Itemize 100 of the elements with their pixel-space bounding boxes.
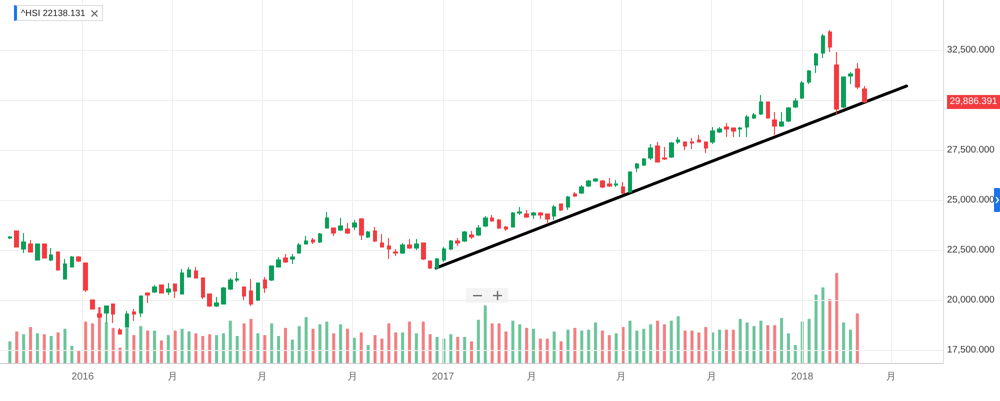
candlestick — [828, 30, 832, 52]
bar — [704, 327, 708, 363]
candlestick — [256, 282, 260, 302]
bar — [835, 273, 838, 363]
x-tick-label: 2016 — [72, 372, 94, 382]
x-tick-label: 月 — [526, 372, 537, 382]
candlestick — [42, 244, 47, 258]
candlestick — [21, 232, 26, 254]
bar — [490, 323, 494, 363]
bar — [84, 322, 88, 363]
candlestick — [621, 182, 625, 194]
candlestick — [139, 296, 143, 318]
bar — [732, 330, 735, 363]
candlestick — [586, 180, 591, 188]
candlestick — [318, 232, 322, 244]
bar — [808, 318, 811, 363]
candlestick — [545, 214, 550, 224]
candlestick — [490, 214, 494, 222]
bar — [436, 336, 439, 363]
candlestick — [573, 192, 577, 198]
candlestick — [800, 80, 804, 100]
bar — [160, 340, 163, 363]
bar — [662, 324, 666, 363]
bar — [780, 318, 784, 363]
bar — [270, 323, 274, 363]
candlestick — [807, 70, 811, 84]
bar — [532, 328, 536, 363]
candlestick — [152, 284, 157, 294]
candlestick — [290, 254, 295, 264]
candlestick — [387, 238, 391, 260]
bar — [222, 333, 225, 363]
candlestick — [614, 180, 618, 188]
bar — [828, 299, 832, 363]
bar — [312, 328, 315, 363]
bar — [201, 336, 204, 363]
candlestick — [166, 282, 171, 296]
candlestick — [497, 218, 501, 230]
bar — [518, 324, 522, 363]
candlestick — [531, 212, 536, 220]
bar — [746, 322, 749, 363]
bar — [250, 318, 253, 363]
candlestick — [263, 276, 267, 294]
candlestick — [76, 256, 81, 262]
candlestick — [14, 230, 19, 248]
candlestick — [249, 278, 253, 306]
bar — [387, 323, 390, 363]
bar — [346, 328, 349, 363]
bar — [77, 350, 80, 363]
candlestick — [449, 240, 453, 250]
bar — [50, 336, 53, 363]
bar — [360, 332, 363, 363]
candlestick — [579, 184, 584, 194]
candlestick — [373, 226, 377, 242]
x-tick-label: 月 — [616, 372, 626, 382]
candlestick — [717, 126, 722, 134]
bar — [498, 323, 501, 363]
candlestick — [207, 294, 212, 308]
candlestick — [359, 218, 364, 240]
bar — [352, 338, 356, 363]
bar — [573, 328, 576, 363]
bar — [580, 330, 584, 363]
bar — [112, 328, 115, 363]
bar — [290, 340, 294, 363]
bar — [566, 330, 570, 363]
bar — [773, 325, 776, 363]
y-tick-label: 32,500.000 — [947, 44, 995, 56]
candlestick — [524, 210, 529, 218]
candlestick — [593, 178, 598, 182]
candlestick — [338, 218, 343, 232]
bar — [463, 336, 466, 363]
bar — [635, 330, 638, 363]
candlestick — [145, 292, 150, 304]
annotation: ^HSI 22138.131 — [21, 7, 86, 20]
bar — [174, 330, 177, 363]
bar — [146, 330, 150, 363]
candlestick — [297, 242, 301, 254]
y-tick-label: 27,500.000 — [947, 144, 995, 156]
bar — [366, 345, 370, 363]
bar — [724, 330, 728, 363]
x-tick-label: 2018 — [791, 372, 814, 382]
bar — [414, 333, 418, 363]
candlestick — [455, 238, 460, 246]
bar — [42, 334, 46, 363]
candlestick — [511, 212, 515, 228]
candlestick — [731, 128, 736, 138]
bar — [848, 330, 852, 363]
bar — [690, 330, 694, 363]
y-tick-label: 22,500.000 — [947, 244, 995, 256]
x-tick-label: 月 — [347, 372, 358, 382]
bar — [525, 328, 528, 363]
candlestick — [28, 240, 33, 252]
bar — [642, 328, 646, 363]
x-tick-label: 月 — [706, 372, 717, 382]
bar — [36, 333, 39, 363]
candlestick — [35, 244, 40, 260]
bar — [656, 320, 660, 363]
bar — [759, 320, 762, 363]
candlestick — [352, 220, 357, 230]
candlestick — [469, 230, 474, 240]
candlestick — [628, 172, 632, 194]
